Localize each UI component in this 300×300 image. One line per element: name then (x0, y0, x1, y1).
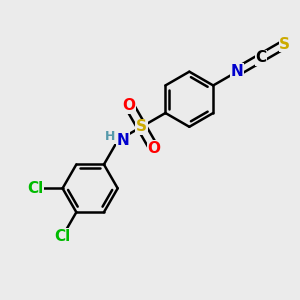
Text: S: S (136, 119, 147, 134)
Text: O: O (148, 141, 160, 156)
Text: Cl: Cl (27, 181, 43, 196)
Text: N: N (231, 64, 243, 79)
Text: N: N (116, 133, 129, 148)
Text: O: O (123, 98, 136, 113)
Text: H: H (105, 130, 115, 143)
Text: C: C (255, 50, 266, 65)
Text: S: S (279, 37, 290, 52)
Text: Cl: Cl (54, 229, 71, 244)
